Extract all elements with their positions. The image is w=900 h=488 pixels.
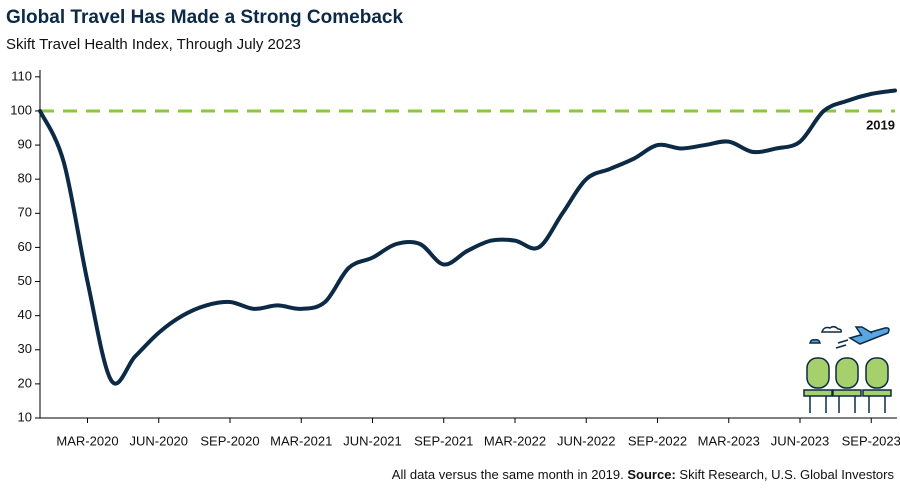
reference-label: 2019 <box>866 117 895 132</box>
y-tick-label: 100 <box>10 102 32 117</box>
chart-title: Global Travel Has Made a Strong Comeback <box>6 7 403 28</box>
x-tick-label: SEP-2023 <box>842 433 900 448</box>
y-tick-label: 60 <box>18 239 32 254</box>
x-tick-label: MAR-2022 <box>484 433 546 448</box>
x-tick-label: MAR-2021 <box>270 433 332 448</box>
travel-icon <box>803 325 892 413</box>
y-tick-label: 90 <box>18 136 32 151</box>
x-tick-label: JUN-2023 <box>771 433 830 448</box>
x-tick-label: SEP-2021 <box>414 433 473 448</box>
series-line <box>38 88 897 386</box>
x-tick-label: SEP-2020 <box>200 433 259 448</box>
y-tick-label: 80 <box>18 171 32 186</box>
y-tick-label: 20 <box>18 375 32 390</box>
y-tick-label: 10 <box>18 409 32 424</box>
x-tick-label: JUN-2020 <box>129 433 188 448</box>
chart-subtitle: Skift Travel Health Index, Through July … <box>6 36 301 53</box>
x-tick-label: SEP-2022 <box>628 433 687 448</box>
x-tick-label: JUN-2022 <box>557 433 616 448</box>
x-tick-label: MAR-2020 <box>56 433 118 448</box>
y-tick-label: 30 <box>18 341 32 356</box>
y-tick-label: 110 <box>11 68 32 83</box>
y-tick-label: 50 <box>18 273 32 288</box>
source-text: Skift Research, U.S. Global Investors <box>679 467 894 482</box>
x-tick-label: MAR-2023 <box>698 433 760 448</box>
y-tick-label: 40 <box>18 307 32 322</box>
source-label: Source: <box>627 467 675 482</box>
note-text: All data versus the same month in 2019. <box>392 467 624 482</box>
footnote: All data versus the same month in 2019. … <box>392 467 895 482</box>
y-tick-label: 70 <box>18 205 32 220</box>
x-tick-label: JUN-2021 <box>343 433 402 448</box>
